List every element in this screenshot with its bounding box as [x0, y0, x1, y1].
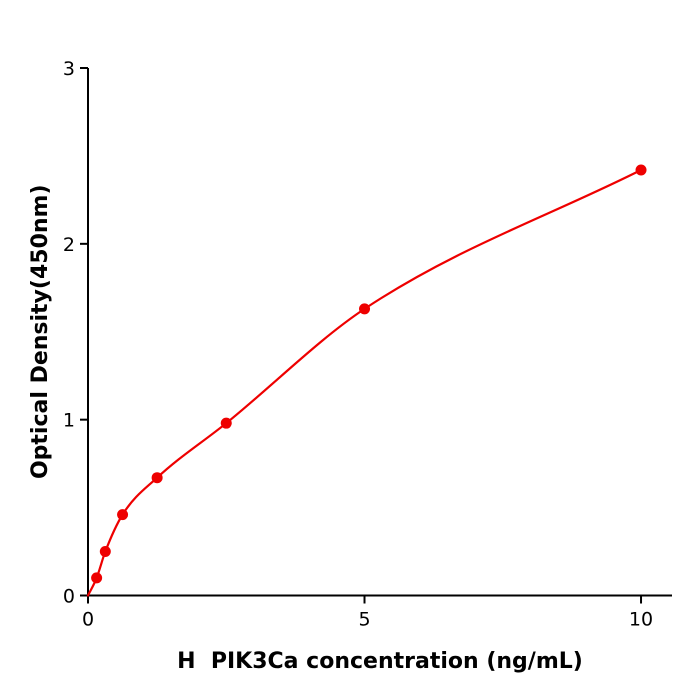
- x-tick-label: 5: [358, 609, 370, 631]
- y-tick-label: 3: [63, 58, 75, 80]
- data-point: [220, 417, 232, 429]
- x-axis-label: H PIK3Ca concentration (ng/mL): [177, 649, 583, 674]
- x-tick-label: 10: [629, 609, 653, 631]
- y-axis-label: Optical Density(450nm): [28, 184, 53, 479]
- data-point: [635, 164, 647, 176]
- axes: 0 5 10 0 1 2 3: [63, 58, 672, 631]
- data-point: [91, 572, 103, 584]
- x-tick-label: 0: [82, 609, 94, 631]
- data-point: [359, 303, 371, 315]
- fit-curve: [86, 168, 643, 597]
- data-points: [91, 164, 647, 584]
- data-point: [117, 509, 129, 521]
- y-tick-label: 2: [63, 234, 75, 256]
- data-point: [99, 546, 111, 558]
- y-tick-label: 0: [63, 586, 75, 608]
- y-tick-label: 1: [63, 410, 75, 432]
- data-point: [151, 472, 163, 484]
